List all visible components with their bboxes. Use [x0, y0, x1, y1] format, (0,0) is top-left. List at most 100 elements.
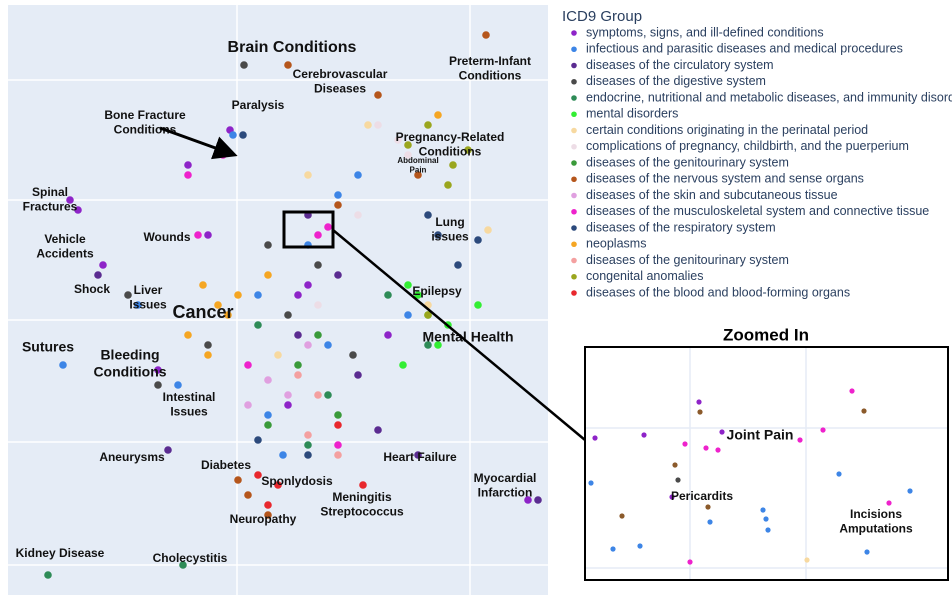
- annotation: Cancer: [172, 302, 233, 322]
- annotation: Paralysis: [232, 98, 285, 112]
- annotation: Bone Fracture: [104, 108, 186, 122]
- point: [820, 427, 826, 433]
- legend-label: infectious and parasitic diseases and me…: [586, 42, 903, 56]
- point: [264, 501, 272, 509]
- legend-marker: [571, 78, 577, 85]
- legend-marker: [571, 127, 577, 134]
- annotation: Issues: [129, 298, 167, 312]
- legend-marker: [571, 208, 577, 215]
- point: [254, 471, 262, 479]
- point: [304, 441, 312, 449]
- point: [534, 496, 542, 504]
- point: [184, 331, 192, 339]
- legend-label: diseases of the nervous system and sense…: [586, 172, 864, 186]
- point: [314, 261, 322, 269]
- point: [154, 366, 162, 374]
- point: [334, 271, 342, 279]
- point: [705, 504, 711, 510]
- point: [474, 301, 482, 309]
- point: [229, 131, 237, 139]
- plot-background: [8, 5, 548, 595]
- annotation: Conditions: [114, 123, 177, 137]
- legend-label: mental disorders: [586, 107, 678, 121]
- point: [484, 226, 492, 234]
- legend-title: ICD9 Group: [562, 8, 642, 25]
- annotation: Kidney Disease: [16, 546, 105, 560]
- legend-label: diseases of the digestive system: [586, 74, 766, 88]
- point: [861, 408, 867, 414]
- legend-marker: [571, 192, 577, 199]
- point: [394, 136, 402, 144]
- point: [239, 131, 247, 139]
- point: [99, 261, 107, 269]
- point: [74, 206, 82, 214]
- zoom-connector: [332, 229, 586, 441]
- point: [907, 488, 913, 494]
- legend-label: diseases of the skin and subcutaneous ti…: [586, 188, 838, 202]
- point: [449, 161, 457, 169]
- point: [324, 341, 332, 349]
- annotation: Heart Failure: [383, 450, 457, 464]
- point: [284, 391, 292, 399]
- point: [588, 480, 594, 486]
- point: [264, 241, 272, 249]
- point: [240, 61, 248, 69]
- legend-marker: [571, 257, 577, 264]
- annotation: Preterm-Infant: [449, 54, 531, 68]
- point: [234, 291, 242, 299]
- legend-marker: [571, 273, 577, 280]
- point: [524, 496, 532, 504]
- annotation: Epilepsy: [412, 284, 462, 298]
- point: [174, 381, 182, 389]
- point: [304, 451, 312, 459]
- point: [719, 429, 725, 435]
- annotation: Conditions: [459, 69, 522, 83]
- point: [804, 557, 810, 563]
- zoom-box: [282, 210, 335, 249]
- point: [194, 231, 202, 239]
- annotation: Intestinal: [163, 390, 216, 404]
- point: [414, 291, 422, 299]
- point: [434, 341, 442, 349]
- point: [886, 500, 892, 506]
- point: [154, 381, 162, 389]
- legend-label: diseases of the genitourinary system: [586, 155, 789, 169]
- point: [254, 321, 262, 329]
- point: [66, 196, 74, 204]
- point: [314, 391, 322, 399]
- point: [224, 311, 232, 319]
- point: [707, 519, 713, 525]
- annotation: Aneurysms: [99, 450, 165, 464]
- point: [334, 191, 342, 199]
- point: [254, 291, 262, 299]
- annotation: Incisions: [850, 507, 902, 521]
- zoom-title: Zoomed In: [723, 325, 809, 344]
- point: [760, 507, 766, 513]
- annotation-arrow: [159, 126, 238, 160]
- point: [284, 61, 292, 69]
- annotation: Issues: [170, 405, 208, 419]
- point: [765, 527, 771, 533]
- point: [359, 481, 367, 489]
- point: [404, 141, 412, 149]
- annotation: Pregnancy-Related: [396, 130, 505, 144]
- annotation: Joint Pain: [727, 427, 794, 443]
- point: [374, 121, 382, 129]
- legend-label: complications of pregnancy, childbirth, …: [586, 139, 909, 153]
- point: [284, 311, 292, 319]
- point: [304, 431, 312, 439]
- point: [374, 426, 382, 434]
- point: [384, 291, 392, 299]
- point: [334, 411, 342, 419]
- point: [294, 361, 302, 369]
- point: [244, 401, 252, 409]
- legend-label: congenital anomalies: [586, 269, 703, 283]
- point: [264, 511, 272, 519]
- point: [254, 436, 262, 444]
- point: [349, 351, 357, 359]
- annotation: Brain Conditions: [228, 39, 357, 56]
- point: [44, 571, 52, 579]
- point: [294, 371, 302, 379]
- annotation: Neuropathy: [230, 512, 297, 526]
- point: [164, 446, 172, 454]
